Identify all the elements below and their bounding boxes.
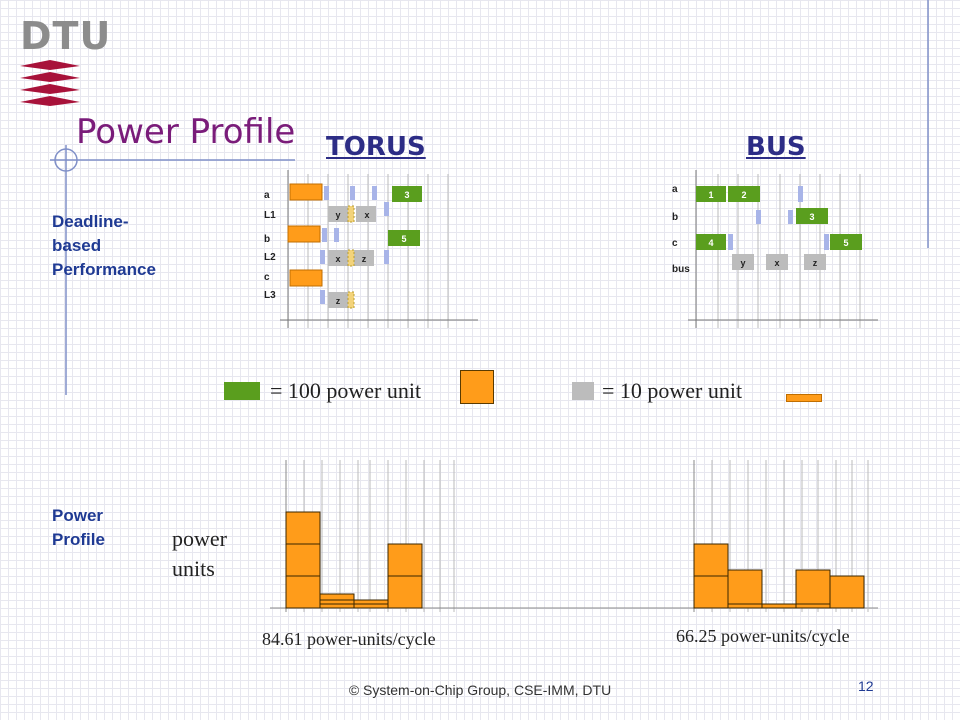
task-label: 1: [708, 190, 713, 200]
power-profile-label: Power Profile: [52, 506, 105, 549]
power-profile-chart: [270, 460, 878, 612]
bus-result: 66.25 power-units/cycle: [676, 626, 850, 646]
message-label: x: [364, 210, 369, 220]
torus-schedule: 3 5 y x x z z: [280, 170, 478, 328]
bus-schedule: 1 2 3 4 5 y x z: [688, 170, 878, 328]
legend-orange-big-swatch: [460, 370, 494, 404]
task-label: 5: [401, 234, 406, 244]
deadline-label: Deadline- based Performance: [52, 212, 156, 279]
torus-row-label: a: [264, 190, 270, 201]
torus-result: 84.61 power-units/cycle: [262, 629, 436, 649]
message-label: x: [335, 254, 340, 264]
message-label: z: [362, 254, 367, 264]
message-label: y: [335, 210, 340, 220]
task-label: 3: [809, 212, 814, 222]
torus-heading: TORUS: [326, 132, 426, 162]
task-label: 4: [708, 238, 713, 248]
torus-row-label: L1: [264, 210, 276, 221]
slide-title: Power Profile: [76, 112, 296, 152]
legend-gray-swatch: [572, 382, 594, 400]
message-label: z: [336, 296, 341, 306]
task-label: 2: [741, 190, 746, 200]
bus-row-label: bus: [672, 264, 690, 275]
task-label: 3: [404, 190, 409, 200]
bus-heading: BUS: [746, 132, 806, 162]
dtu-logo-wave-icon: [20, 60, 80, 106]
task-label: 5: [843, 238, 848, 248]
bus-row-label: c: [672, 238, 678, 249]
legend-green-swatch: [224, 382, 260, 400]
page-number: 12: [858, 678, 874, 694]
legend-orange-small-swatch: [786, 394, 822, 402]
bus-row-label: b: [672, 212, 679, 223]
footer-copyright: © System-on-Chip Group, CSE-IMM, DTU: [348, 682, 612, 698]
legend-green-text: = 100 power unit: [270, 378, 422, 403]
message-label: y: [740, 258, 745, 268]
dtu-logo-text: DTU: [20, 14, 112, 58]
bus-row-label: a: [672, 184, 678, 195]
torus-row-label: c: [264, 272, 270, 283]
message-label: z: [813, 258, 818, 268]
legend-gray-text: = 10 power unit: [602, 378, 743, 403]
torus-row-label: b: [264, 234, 271, 245]
torus-row-label: L2: [264, 252, 276, 263]
message-label: x: [774, 258, 779, 268]
torus-row-label: L3: [264, 290, 276, 301]
power-units-label: power units: [172, 526, 227, 581]
